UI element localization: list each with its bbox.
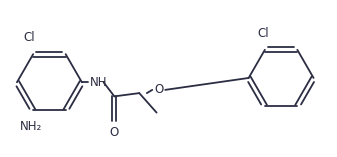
Text: NH: NH [89, 76, 107, 89]
Text: Cl: Cl [23, 31, 35, 44]
Text: O: O [110, 126, 119, 139]
Text: NH₂: NH₂ [20, 120, 42, 133]
Text: Cl: Cl [257, 27, 269, 40]
Text: O: O [154, 83, 163, 96]
